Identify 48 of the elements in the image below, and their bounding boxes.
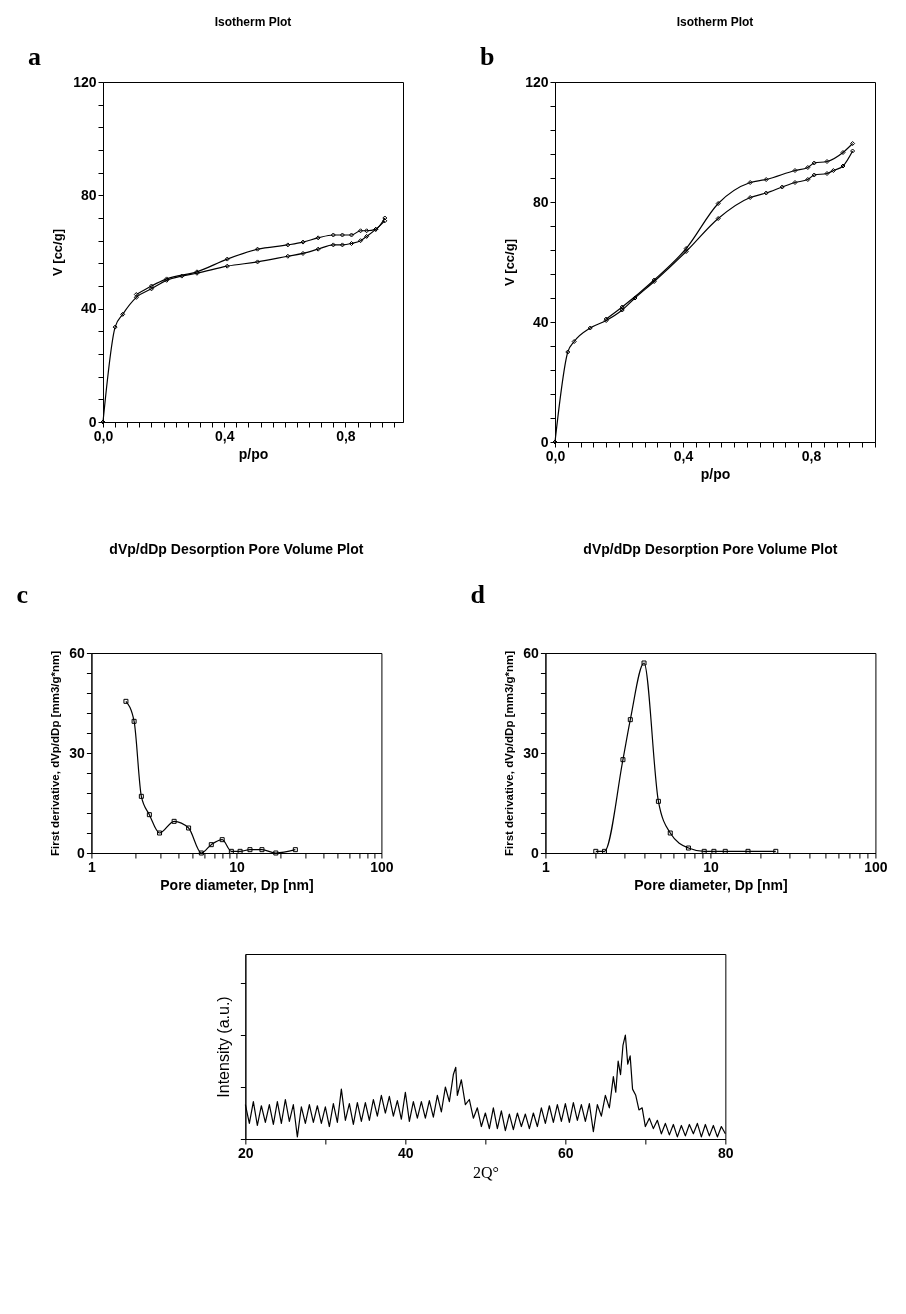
text: c <box>16 580 28 609</box>
y-tick-label: 0 <box>77 844 86 861</box>
x-tick-label: 10 <box>229 858 245 875</box>
y-axis-title: V [cc/g] <box>502 239 518 286</box>
y-tick-label: 30 <box>69 744 86 761</box>
x-axis-title: p/po <box>238 445 269 462</box>
y-tick-label: 40 <box>80 300 97 317</box>
x-tick-label: 1 <box>542 858 551 875</box>
x-tick-label: 100 <box>370 858 394 875</box>
x-tick-label: 10 <box>703 858 719 875</box>
y-axis-title: First derivative, dVp/dDp [mm3/g*nm] <box>49 650 62 857</box>
chart-title: dVp/dDp Desorption Pore Volume Plot <box>109 541 364 557</box>
text: d <box>470 580 486 609</box>
x-tick-label: 20 <box>238 1144 254 1161</box>
y-tick-label: 80 <box>532 193 549 210</box>
x-tick-label: 1 <box>88 858 97 875</box>
text: b <box>480 42 495 71</box>
y-tick-label: 80 <box>80 186 97 203</box>
x-tick-label: 0,8 <box>336 427 356 444</box>
y-tick-label: 60 <box>69 644 86 661</box>
y-tick-label: 40 <box>532 313 549 330</box>
x-tick-label: 40 <box>398 1144 414 1161</box>
y-axis-title: Intensity (a.u.) <box>215 996 233 1098</box>
x-axis-title: 2Q° <box>472 1163 499 1181</box>
y-tick-label: 0 <box>531 844 540 861</box>
x-tick-label: 0,4 <box>214 427 235 444</box>
x-tick-label: 0,4 <box>673 447 694 464</box>
y-tick-label: 120 <box>525 73 549 90</box>
x-tick-label: 100 <box>864 858 888 875</box>
x-tick-label: 0,8 <box>801 447 822 464</box>
x-tick-label: 0,0 <box>545 447 566 464</box>
y-tick-label: 30 <box>523 744 540 761</box>
y-axis-title: First derivative, dVp/dDp [mm3/g*nm] <box>503 650 516 857</box>
y-tick-label: 0 <box>88 413 97 430</box>
x-tick-label: 80 <box>718 1144 734 1161</box>
x-tick-label: 60 <box>558 1144 574 1161</box>
text: a <box>28 42 41 71</box>
chart-title: Isotherm Plot <box>676 15 754 29</box>
y-tick-label: 0 <box>540 433 549 450</box>
chart-title: Isotherm Plot <box>214 15 292 29</box>
chart-title: dVp/dDp Desorption Pore Volume Plot <box>583 541 838 557</box>
y-tick-label: 60 <box>523 644 540 661</box>
x-axis-title: Pore diameter, Dp [nm] <box>634 876 788 893</box>
y-tick-label: 120 <box>73 73 97 90</box>
y-axis-title: V [cc/g] <box>50 229 66 276</box>
x-tick-label: 0,0 <box>93 427 114 444</box>
x-axis-title: Pore diameter, Dp [nm] <box>160 876 314 893</box>
x-axis-title: p/po <box>700 465 731 482</box>
